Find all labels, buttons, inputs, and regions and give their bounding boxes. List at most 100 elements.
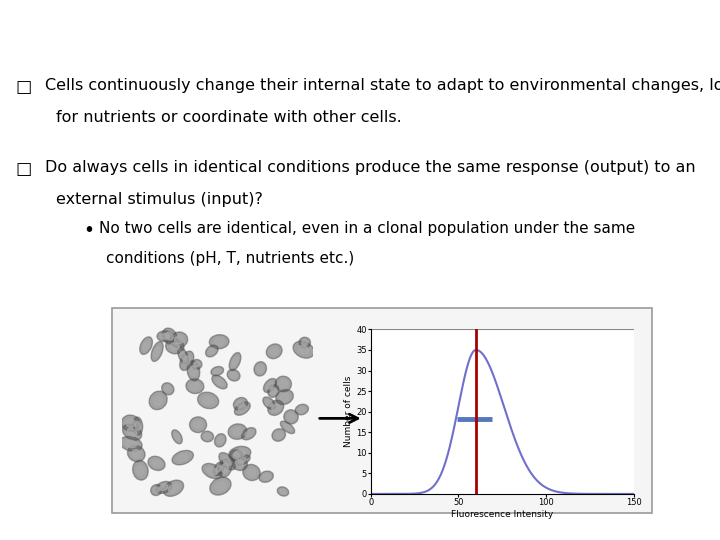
Ellipse shape (170, 332, 188, 348)
Ellipse shape (122, 415, 140, 431)
Ellipse shape (228, 369, 240, 381)
Ellipse shape (143, 341, 149, 350)
Ellipse shape (209, 348, 215, 354)
Ellipse shape (235, 402, 251, 415)
Ellipse shape (276, 390, 293, 404)
Ellipse shape (257, 365, 264, 373)
Text: for nutrients or coordinate with other cells.: for nutrients or coordinate with other c… (56, 110, 402, 125)
Ellipse shape (207, 467, 217, 475)
Ellipse shape (183, 356, 190, 366)
Ellipse shape (268, 384, 279, 397)
Ellipse shape (135, 422, 140, 430)
Ellipse shape (206, 345, 218, 357)
Ellipse shape (287, 413, 294, 421)
Ellipse shape (233, 428, 243, 435)
Ellipse shape (190, 366, 197, 376)
Ellipse shape (215, 482, 226, 491)
Ellipse shape (245, 431, 253, 437)
Ellipse shape (162, 383, 174, 395)
Ellipse shape (293, 341, 314, 358)
Ellipse shape (120, 436, 142, 451)
Ellipse shape (228, 424, 247, 440)
Ellipse shape (166, 339, 184, 354)
Ellipse shape (295, 404, 308, 415)
Ellipse shape (223, 457, 231, 465)
Ellipse shape (133, 417, 143, 435)
Text: Cells continuously change their internal state to adapt to environmental changes: Cells continuously change their internal… (45, 78, 720, 93)
Ellipse shape (215, 338, 224, 345)
Ellipse shape (279, 380, 287, 388)
Ellipse shape (212, 375, 228, 389)
Ellipse shape (201, 431, 214, 442)
Ellipse shape (148, 456, 165, 470)
Ellipse shape (178, 347, 189, 365)
Ellipse shape (238, 458, 246, 463)
Ellipse shape (217, 437, 223, 444)
Ellipse shape (189, 417, 207, 433)
Ellipse shape (166, 332, 174, 340)
Ellipse shape (170, 343, 179, 350)
Ellipse shape (151, 342, 163, 361)
Ellipse shape (238, 405, 246, 412)
Ellipse shape (266, 400, 272, 406)
Ellipse shape (197, 392, 219, 409)
Ellipse shape (254, 362, 266, 376)
Ellipse shape (270, 348, 278, 355)
Text: Do always cells in identical conditions produce the same response (output) to an: Do always cells in identical conditions … (45, 159, 696, 174)
Ellipse shape (132, 461, 148, 480)
Ellipse shape (202, 463, 222, 478)
Ellipse shape (275, 432, 282, 438)
Ellipse shape (137, 465, 144, 475)
Ellipse shape (214, 462, 224, 476)
Ellipse shape (230, 450, 243, 462)
Ellipse shape (222, 463, 228, 472)
Ellipse shape (277, 487, 289, 496)
Ellipse shape (177, 454, 188, 461)
Text: No two cells are identical, even in a clonal population under the same: No two cells are identical, even in a cl… (99, 221, 636, 237)
Ellipse shape (268, 400, 284, 415)
Ellipse shape (190, 382, 199, 390)
Ellipse shape (218, 458, 232, 477)
Ellipse shape (243, 464, 260, 481)
Ellipse shape (284, 424, 291, 430)
Ellipse shape (264, 379, 276, 393)
Ellipse shape (192, 360, 202, 369)
Ellipse shape (211, 367, 224, 376)
Ellipse shape (163, 480, 184, 496)
Ellipse shape (280, 489, 286, 494)
Ellipse shape (229, 447, 251, 461)
Ellipse shape (132, 450, 140, 458)
Ellipse shape (160, 484, 168, 490)
Ellipse shape (154, 347, 160, 356)
Ellipse shape (233, 397, 248, 410)
FancyBboxPatch shape (112, 308, 652, 513)
Ellipse shape (204, 434, 210, 439)
Text: Cellular Noise: Cellular Noise (7, 11, 203, 35)
Text: •: • (83, 221, 94, 240)
Ellipse shape (275, 376, 292, 392)
Ellipse shape (161, 334, 169, 339)
Y-axis label: Number of cells: Number of cells (344, 376, 354, 447)
Ellipse shape (127, 428, 137, 436)
Ellipse shape (266, 382, 273, 389)
Ellipse shape (235, 460, 243, 467)
Ellipse shape (140, 337, 153, 354)
Text: □: □ (16, 159, 32, 178)
Ellipse shape (157, 331, 174, 342)
Text: external stimulus (input)?: external stimulus (input)? (56, 192, 263, 207)
Text: conditions (pH, T, nutrients etc.): conditions (pH, T, nutrients etc.) (107, 251, 354, 266)
Ellipse shape (150, 484, 162, 496)
Ellipse shape (280, 421, 294, 434)
Ellipse shape (272, 429, 286, 441)
Ellipse shape (122, 424, 142, 440)
Ellipse shape (266, 344, 282, 359)
Ellipse shape (302, 340, 307, 345)
Ellipse shape (194, 421, 202, 429)
Ellipse shape (174, 336, 184, 344)
Ellipse shape (271, 404, 279, 411)
Ellipse shape (162, 328, 177, 345)
Ellipse shape (181, 352, 186, 360)
Ellipse shape (234, 450, 246, 457)
Ellipse shape (231, 456, 248, 470)
Ellipse shape (298, 346, 309, 354)
